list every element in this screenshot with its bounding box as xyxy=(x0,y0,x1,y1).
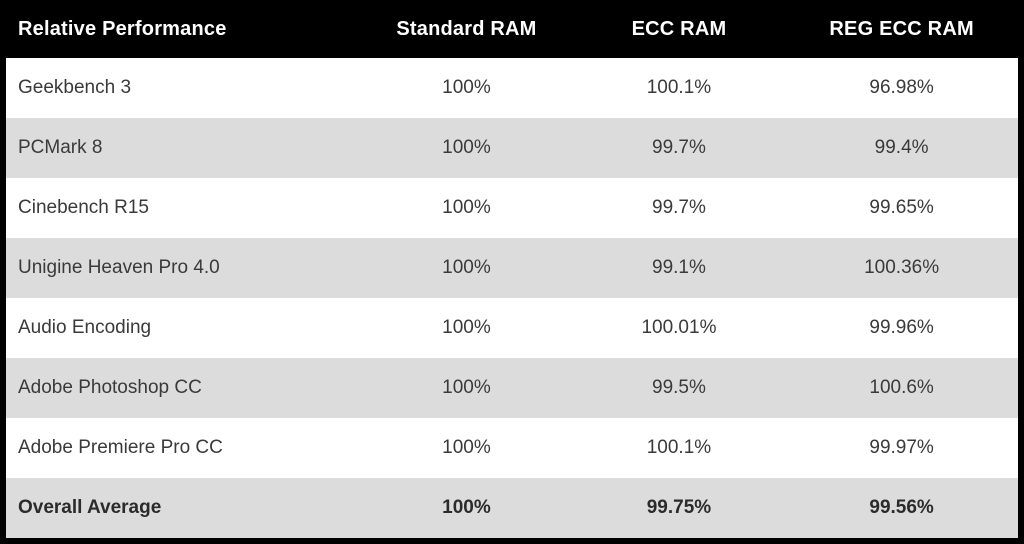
value-cell: 99.7% xyxy=(652,137,706,158)
value-cell: 100% xyxy=(442,137,491,158)
value-cell: 99.97% xyxy=(869,437,934,458)
value-cell: 100% xyxy=(442,197,491,218)
table-row: Adobe Premiere Pro CC 100% 100.1% 99.97% xyxy=(6,418,1018,478)
benchmark-label: Audio Encoding xyxy=(18,317,152,338)
table-row: Overall Average 100% 99.75% 99.56% xyxy=(6,478,1018,538)
table-body: Geekbench 3 100% 100.1% 96.98% PCMark 8 100% 9… xyxy=(6,58,1018,538)
value-cell: 100% xyxy=(442,77,491,98)
benchmark-label: Adobe Premiere Pro CC xyxy=(18,437,223,458)
value-cell: 99.56% xyxy=(869,497,934,518)
value-cell: 99.4% xyxy=(874,137,929,158)
value-cell: 100% xyxy=(442,377,491,398)
value-cell: 99.65% xyxy=(869,197,934,218)
value-cell: 100.36% xyxy=(864,257,940,278)
column-header-reg-ecc-ram: REG ECC RAM xyxy=(829,17,974,40)
table-row: Audio Encoding 100% 100.01% 99.96% xyxy=(6,298,1018,358)
table-row: Unigine Heaven Pro 4.0 100% 99.1% 100.36% xyxy=(6,238,1018,298)
performance-table: Relative Performance Standard RAM ECC RA… xyxy=(6,0,1018,538)
column-header-relative-performance: Relative Performance xyxy=(18,17,227,40)
column-header-standard-ram: Standard RAM xyxy=(396,17,537,40)
benchmark-label: Geekbench 3 xyxy=(18,77,132,98)
value-cell: 100.1% xyxy=(646,77,712,98)
benchmark-label: Overall Average xyxy=(18,497,162,518)
value-cell: 100% xyxy=(442,497,491,518)
value-cell: 100.6% xyxy=(869,377,934,398)
column-header-ecc-ram: ECC RAM xyxy=(631,17,727,40)
header-row: Relative Performance Standard RAM ECC RA… xyxy=(6,0,1018,58)
value-cell: 100.01% xyxy=(641,317,717,338)
table-row: Adobe Photoshop CC 100% 99.5% 100.6% xyxy=(6,358,1018,418)
value-cell: 99.7% xyxy=(652,197,706,218)
benchmark-label: Adobe Photoshop CC xyxy=(18,377,202,398)
value-cell: 100% xyxy=(442,317,491,338)
value-cell: 100% xyxy=(442,437,491,458)
value-cell: 99.5% xyxy=(652,377,706,398)
table-row: Cinebench R15 100% 99.7% 99.65% xyxy=(6,178,1018,238)
value-cell: 99.1% xyxy=(652,257,706,278)
benchmark-label: PCMark 8 xyxy=(18,137,103,158)
benchmark-label: Unigine Heaven Pro 4.0 xyxy=(18,257,220,278)
value-cell: 99.96% xyxy=(869,317,934,338)
value-cell: 96.98% xyxy=(869,77,934,98)
value-cell: 100% xyxy=(442,257,491,278)
value-cell: 99.75% xyxy=(646,497,712,518)
table-row: Geekbench 3 100% 100.1% 96.98% xyxy=(6,58,1018,118)
benchmark-label: Cinebench R15 xyxy=(18,197,149,218)
table-row: PCMark 8 100% 99.7% 99.4% xyxy=(6,118,1018,178)
value-cell: 100.1% xyxy=(646,437,712,458)
